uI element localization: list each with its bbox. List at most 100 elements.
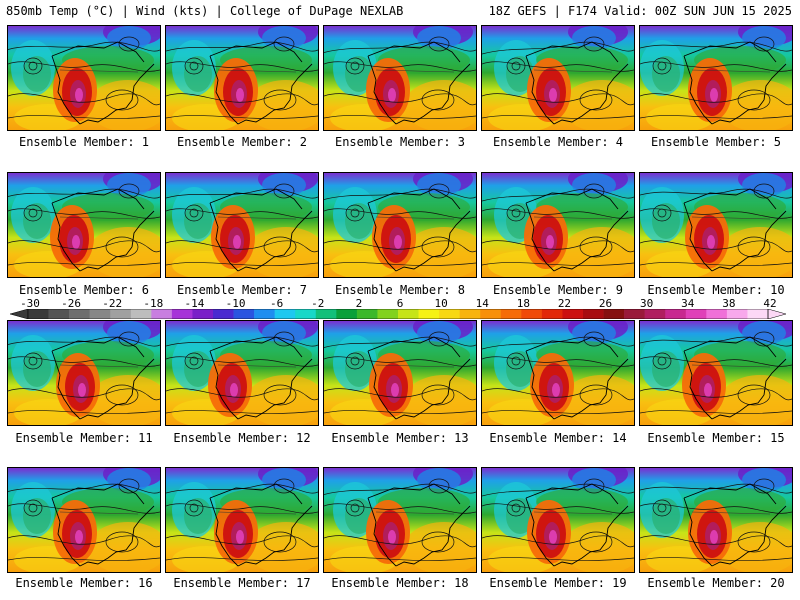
ensemble-member-label: Ensemble Member: 14 <box>489 431 627 445</box>
ensemble-member-map <box>7 25 161 131</box>
colorbar-segment <box>295 309 317 319</box>
temperature-map <box>166 321 318 425</box>
chart-title: 850mb Temp (°C) | Wind (kts) | College o… <box>6 4 404 18</box>
ensemble-member-map <box>323 25 477 131</box>
colorbar-tick-label: 18 <box>516 297 530 310</box>
colorbar-tick-label: -14 <box>184 297 205 310</box>
ensemble-member-label: Ensemble Member: 4 <box>492 135 624 149</box>
colorbar-segment <box>151 309 173 319</box>
temperature-map <box>324 173 476 277</box>
colorbar-segment <box>480 309 502 319</box>
model-run-info: 18Z GEFS | F174 Valid: 00Z SUN JUN 15 20… <box>488 4 792 18</box>
temperature-map <box>640 173 792 277</box>
ensemble-member-label: Ensemble Member: 2 <box>176 135 308 149</box>
ensemble-member-map <box>639 25 793 131</box>
ensemble-member-label: Ensemble Member: 19 <box>489 576 627 590</box>
temperature-map <box>166 173 318 277</box>
colorbar-segment <box>706 309 728 319</box>
temperature-map <box>324 26 476 130</box>
colorbar-tick-label: -22 <box>102 297 123 310</box>
ensemble-member-label: Ensemble Member: 9 <box>492 283 624 297</box>
colorbar-segment <box>583 309 604 319</box>
colorbar-segment <box>254 309 275 319</box>
colorbar-segment <box>171 309 193 319</box>
colorbar-segment <box>356 309 378 319</box>
ensemble-member-label: Ensemble Member: 20 <box>647 576 785 590</box>
colorbar-segment <box>459 309 481 319</box>
ensemble-member-map <box>7 467 161 573</box>
ensemble-member-map <box>639 467 793 573</box>
colorbar-segment <box>562 309 584 319</box>
temperature-map <box>482 26 634 130</box>
temperature-colorbar <box>10 309 786 319</box>
ensemble-member-label: Ensemble Member: 18 <box>331 576 469 590</box>
colorbar-tick-label: 14 <box>475 297 489 310</box>
colorbar-tick-label: 26 <box>598 297 613 310</box>
temperature-map <box>8 26 160 130</box>
colorbar-segment <box>644 309 666 319</box>
ensemble-member-label: Ensemble Member: 3 <box>334 135 466 149</box>
ensemble-member-map <box>639 320 793 426</box>
colorbar-segment <box>500 309 522 319</box>
colorbar-segment <box>541 309 563 319</box>
colorbar-segment <box>439 309 460 319</box>
colorbar-min-arrow <box>10 309 29 319</box>
colorbar-segment <box>28 309 49 319</box>
ensemble-member-label: Ensemble Member: 7 <box>176 283 308 297</box>
colorbar-tick-label: -6 <box>270 297 284 310</box>
ensemble-member-map <box>7 172 161 278</box>
ensemble-member-label: Ensemble Member: 13 <box>331 431 469 445</box>
temperature-map <box>166 26 318 130</box>
colorbar-tick-label: 2 <box>355 297 363 310</box>
colorbar-segment <box>110 309 132 319</box>
colorbar-segment <box>398 309 419 319</box>
ensemble-member-map <box>165 25 319 131</box>
ensemble-member-map <box>323 172 477 278</box>
temperature-map <box>640 468 792 572</box>
ensemble-member-map <box>165 320 319 426</box>
temperature-map <box>640 26 792 130</box>
ensemble-member-label: Ensemble Member: 6 <box>18 283 150 297</box>
colorbar-segment <box>48 309 70 319</box>
colorbar-segment <box>336 309 358 319</box>
colorbar-segment <box>69 309 90 319</box>
temperature-map <box>8 173 160 277</box>
ensemble-member-label: Ensemble Member: 8 <box>334 283 466 297</box>
temperature-map <box>324 468 476 572</box>
colorbar-segment <box>274 309 296 319</box>
ensemble-member-label: Ensemble Member: 16 <box>15 576 153 590</box>
ensemble-member-map <box>481 25 635 131</box>
colorbar-segment <box>418 309 440 319</box>
colorbar-segment <box>685 309 707 319</box>
temperature-map <box>8 468 160 572</box>
colorbar-segment <box>233 309 255 319</box>
ensemble-member-map <box>165 467 319 573</box>
colorbar-tick-label: 38 <box>722 297 736 310</box>
colorbar-segment <box>603 309 625 319</box>
colorbar-max-arrow <box>767 309 786 319</box>
colorbar-tick-label: -18 <box>143 297 164 310</box>
colorbar-tick-label: -26 <box>61 297 82 310</box>
colorbar-tick-label: 30 <box>640 297 654 310</box>
ensemble-member-label: Ensemble Member: 5 <box>650 135 782 149</box>
colorbar-segment <box>747 309 769 319</box>
colorbar-segment <box>89 309 111 319</box>
ensemble-member-map <box>323 467 477 573</box>
colorbar-outline <box>27 309 769 319</box>
colorbar-tick-label: 22 <box>557 297 572 310</box>
temperature-map <box>482 321 634 425</box>
temperature-map <box>324 321 476 425</box>
colorbar-tick-label: 34 <box>681 297 695 310</box>
ensemble-member-map <box>481 320 635 426</box>
ensemble-member-label: Ensemble Member: 17 <box>173 576 311 590</box>
ensemble-member-label: Ensemble Member: 15 <box>647 431 785 445</box>
ensemble-member-map <box>165 172 319 278</box>
colorbar-tick-label: 10 <box>434 297 448 310</box>
colorbar-segment <box>665 309 687 319</box>
colorbar-segment <box>521 309 543 319</box>
ensemble-member-map <box>481 172 635 278</box>
colorbar-segment <box>624 309 645 319</box>
temperature-map <box>640 321 792 425</box>
colorbar-segment <box>192 309 214 319</box>
temperature-map <box>482 468 634 572</box>
